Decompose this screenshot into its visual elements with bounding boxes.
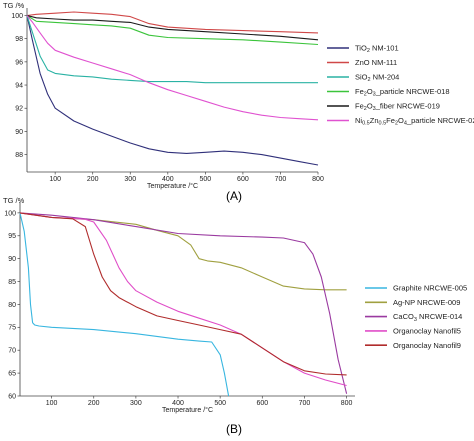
y-tick-label: 88 bbox=[15, 152, 23, 159]
legend-label-1: Graphite NRCWE-005 bbox=[393, 284, 467, 293]
x-tick-label: 300 bbox=[124, 176, 136, 183]
legend-label-4: Organoclay Nanofil5 bbox=[393, 327, 461, 336]
x-axis-label: Temperature /°C bbox=[162, 406, 213, 414]
series-line-3 bbox=[19, 212, 348, 394]
x-tick-label: 700 bbox=[299, 400, 311, 407]
chart-a: 100 200 300 400 500 600 700 800 88 90 92 94 96 98 100 T… bbox=[3, 1, 474, 190]
y-tick-label: 96 bbox=[15, 59, 23, 66]
series-line-4 bbox=[26, 15, 319, 46]
plot-area bbox=[20, 206, 355, 396]
x-tick-label: 100 bbox=[46, 400, 58, 407]
y-tick-label: 85 bbox=[8, 279, 16, 286]
x-tick-label: 100 bbox=[49, 176, 61, 183]
x-tick-label: 800 bbox=[312, 176, 324, 183]
y-tick-label: 90 bbox=[15, 129, 23, 136]
legend-label-5: Organoclay Nanofil9 bbox=[393, 341, 461, 350]
x-tick-label: 200 bbox=[88, 400, 100, 407]
y-tick-label: 65 bbox=[8, 371, 16, 378]
x-tick-label: 200 bbox=[87, 176, 99, 183]
legend-label-3: CaCO3 NRCWE-014 bbox=[393, 312, 462, 323]
y-tick-label: 90 bbox=[8, 256, 16, 263]
series-line-2 bbox=[19, 212, 347, 291]
y-axis-label: TG /% bbox=[3, 196, 25, 205]
caption-a: (A) bbox=[226, 189, 242, 203]
x-tick-label: 600 bbox=[237, 176, 249, 183]
x-tick-label: 300 bbox=[130, 400, 142, 407]
legend-label-2: ZnO NM-111 bbox=[355, 58, 397, 67]
y-tick-label: 100 bbox=[4, 210, 16, 217]
series-line-1 bbox=[19, 212, 230, 397]
legend-label-3: SiO2 NM-204 bbox=[355, 73, 399, 84]
x-tick-label: 600 bbox=[256, 400, 268, 407]
legend-label-5: Fe2O3_fiber NRCWE-019 bbox=[355, 102, 440, 113]
chart-b: 100 200 300 400 500 600 700 800 60 65 70 75 80 85 90 95… bbox=[3, 196, 467, 414]
y-tick-label: 80 bbox=[8, 302, 16, 309]
series-line-6 bbox=[26, 15, 319, 121]
series-line-5 bbox=[26, 14, 319, 41]
series-line-5 bbox=[19, 212, 347, 376]
x-tick-label: 500 bbox=[214, 400, 226, 407]
legend-label-4: Fe2O3_particle NRCWE-018 bbox=[355, 87, 450, 98]
x-tick-label: 800 bbox=[341, 400, 353, 407]
y-tick-label: 95 bbox=[8, 233, 16, 240]
series-line-1 bbox=[26, 15, 319, 166]
x-tick-label: 500 bbox=[200, 176, 212, 183]
y-tick-label: 92 bbox=[15, 106, 23, 113]
y-tick-label: 70 bbox=[8, 348, 16, 355]
legend-label-2: Ag-NP NRCWE-009 bbox=[393, 298, 460, 307]
plot-area bbox=[27, 12, 318, 172]
x-tick-label: 400 bbox=[162, 176, 174, 183]
y-tick-label: 94 bbox=[15, 82, 23, 89]
legend-label-1: TiO2 NM-101 bbox=[355, 44, 399, 55]
series-line-3 bbox=[26, 15, 318, 84]
y-tick-label: 60 bbox=[8, 393, 16, 400]
x-tick-label: 700 bbox=[275, 176, 287, 183]
y-tick-label: 98 bbox=[15, 36, 23, 43]
y-tick-label: 100 bbox=[11, 13, 23, 20]
y-axis-label: TG /% bbox=[3, 1, 25, 10]
series-line-2 bbox=[26, 11, 319, 34]
caption-b: (B) bbox=[226, 422, 242, 436]
y-tick-label: 75 bbox=[8, 325, 16, 332]
x-axis-label: Temperature /°C bbox=[147, 182, 198, 190]
x-tick-label: 400 bbox=[172, 400, 184, 407]
legend-label-6: Ni0.5Zn0.5Fe2O4_particle NRCWE-020 bbox=[355, 116, 474, 127]
